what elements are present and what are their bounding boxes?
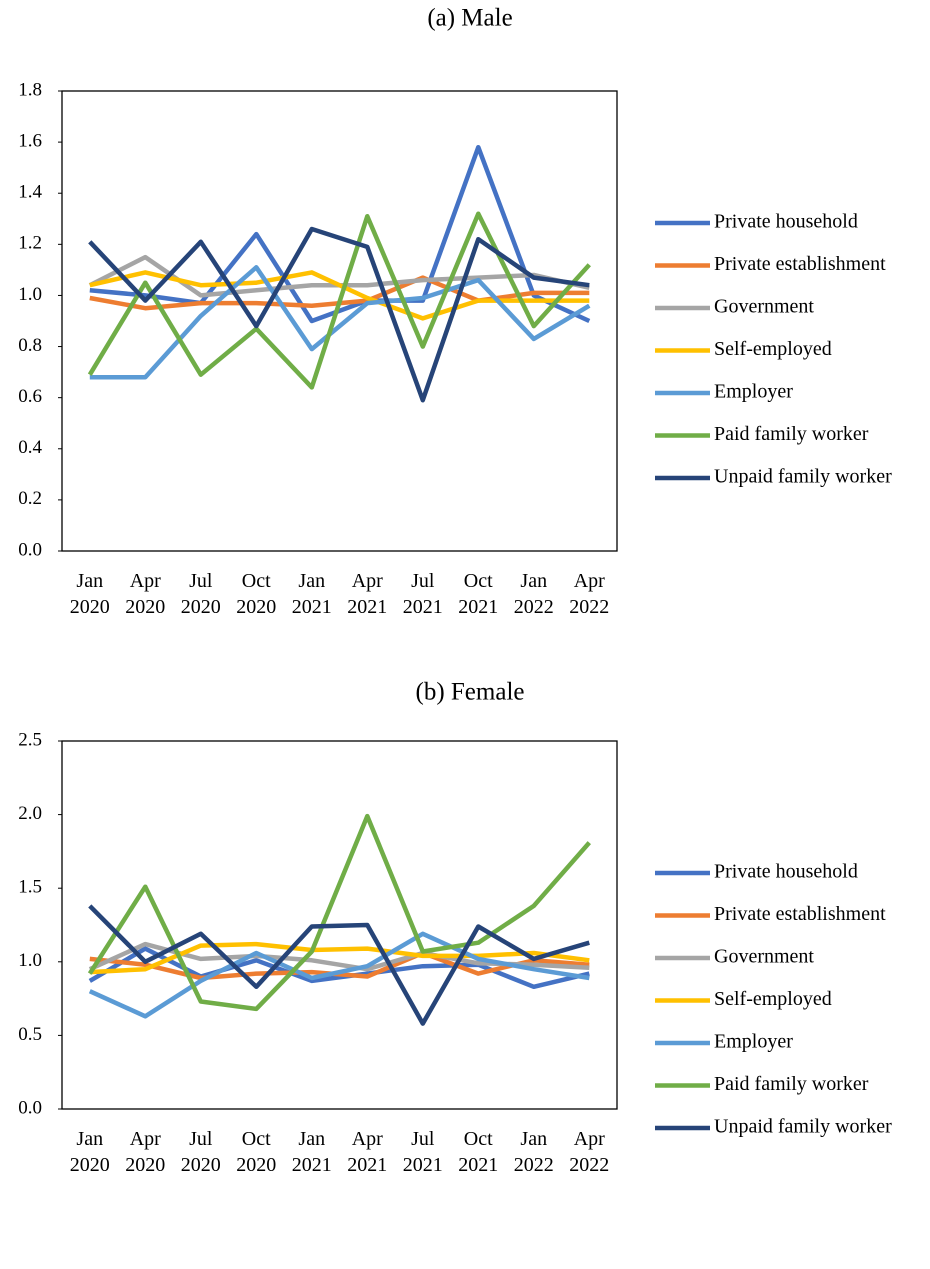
y-tick-label: 0.0 [18,1097,42,1118]
plot-area [61,740,618,1110]
legend-label: Government [714,296,814,318]
y-tick-label: 2.5 [18,729,42,750]
x-tick-label: Apr 2021 [347,1128,388,1176]
x-tick-label: Jan 2021 [291,1128,332,1176]
x-tick-label: Jul 2020 [180,1128,221,1176]
x-tick-label: Jul 2021 [402,1128,443,1176]
legend-label: Government [714,946,814,968]
y-tick-label: 1.0 [18,950,42,971]
y-tick-label: 1.0 [18,284,42,305]
legend-label: Private household [714,861,858,883]
x-tick-label: Jan 2021 [291,570,332,618]
x-tick-label: Jul 2021 [402,570,443,618]
x-tick-label: Jan 2022 [513,570,554,618]
legend-label: Employer [714,381,793,403]
y-tick-label: 0.8 [18,335,42,356]
series-line [89,144,591,324]
series-line [89,941,590,975]
series-line [89,270,590,321]
legend-label: Self-employed [714,988,832,1010]
x-tick-label: Apr 2022 [569,1128,610,1176]
x-tick-label: Jan 2022 [513,1128,554,1176]
y-tick-label: 1.8 [18,79,42,100]
x-tick-label: Oct 2021 [458,1128,499,1176]
legend-label: Unpaid family worker [714,466,892,488]
chart-title: (b) Female [416,679,525,706]
y-tick-label: 1.5 [18,877,42,898]
x-tick-label: Oct 2020 [236,570,277,618]
legend-label: Employer [714,1031,793,1053]
x-tick-label: Apr 2020 [125,1128,166,1176]
x-tick-label: Apr 2022 [569,570,610,618]
legend-label: Private household [714,211,858,233]
legend-label: Self-employed [714,338,832,360]
series-line [89,265,591,380]
legend-label: Paid family worker [714,1073,869,1095]
y-tick-label: 1.4 [18,182,42,203]
x-tick-label: Apr 2020 [125,570,166,618]
y-tick-label: 1.2 [18,233,42,254]
series-line [87,813,591,1012]
x-tick-label: Jan 2020 [69,1128,110,1176]
series-line [88,931,590,1019]
y-tick-label: 0.0 [18,539,42,560]
series-line [87,211,591,390]
y-tick-label: 0.2 [18,488,42,509]
series-line [88,946,590,990]
legend-label: Paid family worker [714,423,869,445]
y-tick-label: 0.4 [18,437,42,458]
x-tick-label: Oct 2021 [458,570,499,618]
y-tick-label: 0.6 [18,386,42,407]
legend-label: Private establishment [714,253,886,275]
x-tick-label: Apr 2021 [347,570,388,618]
chart-title: (a) Male [427,5,512,32]
legend-label: Private establishment [714,903,886,925]
x-tick-label: Jan 2020 [69,570,110,618]
y-tick-label: 0.5 [18,1024,42,1045]
y-tick-label: 1.6 [18,130,42,151]
plot-area [61,90,618,552]
legend-label: Unpaid family worker [714,1116,892,1138]
series-line [88,904,590,1026]
x-tick-label: Jul 2020 [180,570,221,618]
series-line [88,226,590,403]
y-tick-label: 2.0 [18,803,42,824]
x-tick-label: Oct 2020 [236,1128,277,1176]
